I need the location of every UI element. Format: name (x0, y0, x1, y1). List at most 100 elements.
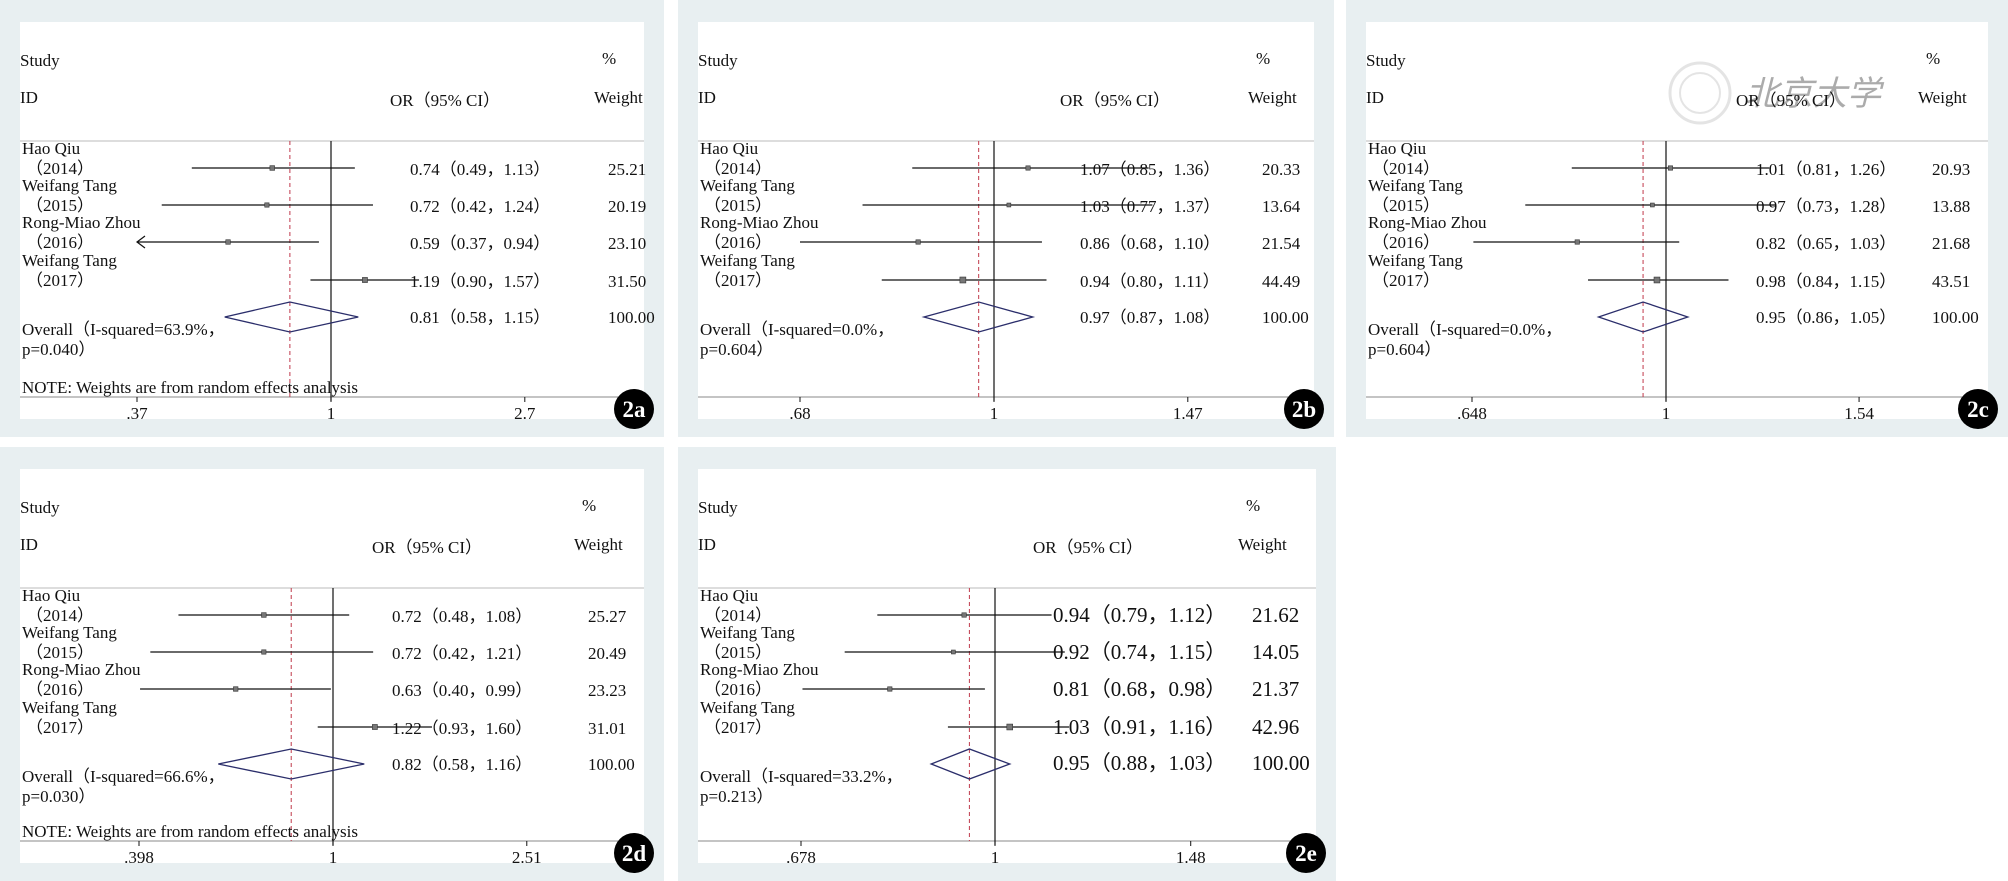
study-year: （2015） (704, 196, 772, 215)
overall-p-value: p=0.213） (700, 787, 773, 806)
study-or-ci: 0.98（0.84，1.15） (1756, 272, 1896, 291)
forest-plot-svg-2c: Study ID OR（95% CI）% Weight .648 1 1.54 Hao Qiu… (1366, 22, 1998, 429)
study-year: （2014） (704, 606, 772, 625)
study-name: Weifang Tang (1368, 251, 1463, 270)
x-tick-label-1: 1 (990, 404, 999, 423)
study-weight: 13.88 (1932, 197, 1970, 216)
x-tick-label-1: 1 (327, 404, 336, 423)
study-name: Hao Qiu (700, 139, 759, 158)
header-or-ci: OR（95% CI） (1060, 91, 1170, 110)
header-weight: Weight (1918, 88, 1967, 107)
study-weight: 23.23 (588, 681, 626, 700)
study-or-ci: 1.19（0.90，1.57） (410, 272, 550, 291)
x-tick-label-0: .37 (126, 404, 148, 423)
header-id: ID (20, 535, 38, 554)
study-year: （2015） (704, 643, 772, 662)
overall-p-value: p=0.040） (22, 340, 95, 359)
study-point-estimate (959, 276, 967, 284)
study-or-ci: 0.72（0.42，1.24） (410, 197, 550, 216)
weights-note: NOTE: Weights are from random effects an… (22, 822, 358, 841)
study-name: Weifang Tang (1368, 176, 1463, 195)
panel-badge (1958, 389, 1998, 429)
panel-badge (614, 389, 654, 429)
study-weight: 21.54 (1262, 234, 1301, 253)
study-weight: 43.51 (1932, 272, 1970, 291)
overall-label: Overall（I-squared=66.6%， (22, 767, 225, 786)
study-point-estimate (225, 239, 231, 245)
plot-area (698, 22, 1314, 419)
study-or-ci: 1.01（0.81，1.26） (1756, 160, 1896, 179)
x-tick-label-1: 1 (1662, 404, 1671, 423)
study-weight: 14.05 (1252, 640, 1299, 664)
study-year: （2016） (26, 233, 94, 252)
study-year: （2014） (1372, 159, 1440, 178)
header-or-ci: OR（95% CI） (372, 538, 482, 557)
study-or-ci: 0.72（0.48，1.08） (392, 607, 532, 626)
study-or-ci: 0.86（0.68，1.10） (1080, 234, 1220, 253)
overall-p-value: p=0.604） (1368, 340, 1441, 359)
overall-label: Overall（I-squared=33.2%， (700, 767, 903, 786)
study-or-ci: 0.94（0.80，1.11） (1080, 272, 1220, 291)
study-name: Weifang Tang (700, 698, 795, 717)
x-tick-label-2: 2.7 (514, 404, 536, 423)
header-or-ci: OR（95% CI） (1033, 538, 1143, 557)
study-or-ci: 0.82（0.65，1.03） (1756, 234, 1896, 253)
study-year: （2015） (26, 196, 94, 215)
study-year: （2016） (1372, 233, 1440, 252)
study-or-ci: 0.97（0.73，1.28） (1756, 197, 1896, 216)
header-study: Study (20, 51, 60, 70)
header-id: ID (20, 88, 38, 107)
study-weight: 25.21 (608, 160, 646, 179)
study-point-estimate (1667, 165, 1673, 171)
study-name: Weifang Tang (22, 251, 117, 270)
header-pct: % (1926, 49, 1940, 68)
study-weight: 31.01 (588, 719, 626, 738)
header-pct: % (602, 49, 616, 68)
study-name: Rong-Miao Zhou (700, 213, 819, 232)
study-point-estimate (887, 686, 893, 692)
overall-diamond (921, 301, 1036, 333)
header-study: Study (698, 51, 738, 70)
study-year: （2014） (26, 606, 94, 625)
study-name: Weifang Tang (22, 698, 117, 717)
study-year: （2014） (704, 159, 772, 178)
study-year: （2016） (26, 680, 94, 699)
study-point-estimate (233, 686, 239, 692)
study-name: Hao Qiu (1368, 139, 1427, 158)
study-year: （2017） (26, 271, 94, 290)
x-tick-label-1: 1 (991, 848, 1000, 867)
study-point-estimate (269, 165, 275, 171)
overall-p-value: p=0.604） (700, 340, 773, 359)
x-tick-label-0: .648 (1457, 404, 1487, 423)
study-point-estimate (1653, 276, 1661, 284)
header-weight: Weight (1238, 535, 1287, 554)
panel-badge-label: 2a (623, 397, 647, 422)
study-name: Weifang Tang (700, 251, 795, 270)
overall-diamond (218, 748, 365, 780)
panel-badge-label: 2e (1295, 841, 1317, 866)
overall-weight: 100.00 (1252, 751, 1310, 775)
x-tick-label-0: .68 (789, 404, 810, 423)
header-study: Study (1366, 51, 1406, 70)
panel-badge-label: 2b (1292, 397, 1316, 422)
study-or-ci: 1.03（0.91，1.16） (1053, 715, 1226, 739)
header-weight: Weight (1248, 88, 1297, 107)
study-point-estimate (261, 612, 267, 618)
overall-diamond (1596, 301, 1690, 333)
overall-or-ci: 0.95（0.86，1.05） (1756, 308, 1896, 327)
study-point-estimate (951, 649, 956, 655)
study-point-estimate (1650, 202, 1655, 208)
plot-area (20, 22, 644, 419)
header-pct: % (1246, 496, 1260, 515)
study-point-estimate (261, 649, 267, 655)
header-weight: Weight (574, 535, 623, 554)
header-study: Study (698, 498, 738, 517)
x-tick-label-0: .398 (124, 848, 154, 867)
overall-label: Overall（I-squared=0.0%， (700, 320, 894, 339)
study-year: （2016） (704, 233, 772, 252)
university-seal-icon (1668, 61, 1732, 125)
study-or-ci: 0.92（0.74，1.15） (1053, 640, 1226, 664)
study-point-estimate (372, 724, 378, 730)
